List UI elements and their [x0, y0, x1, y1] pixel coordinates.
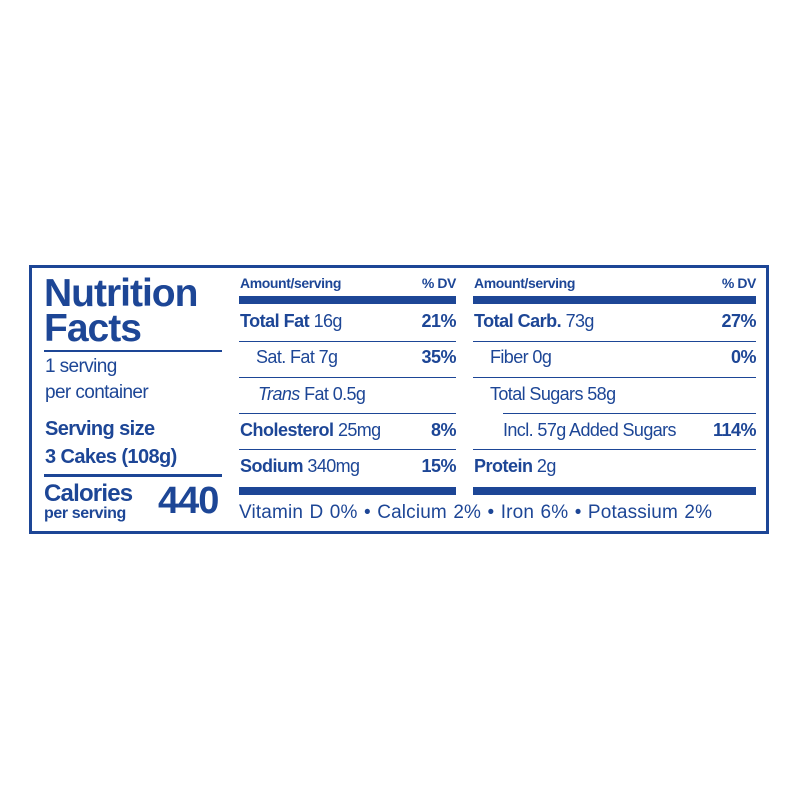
divider: [239, 341, 456, 342]
calories-label: Calories: [44, 480, 133, 507]
divider: [239, 377, 456, 378]
divider: [44, 350, 222, 352]
thick-divider: [473, 296, 756, 304]
nutrient-dv: 21%: [421, 311, 456, 331]
dv-header: % DV: [421, 275, 457, 291]
servings-per-container-2: per container: [45, 382, 149, 403]
amount-header: Amount/serving: [474, 275, 575, 291]
right-header: Amount/serving % DV: [474, 275, 756, 291]
nutrition-facts-label: [29, 265, 769, 534]
nutrient-amount: 73g: [565, 311, 595, 331]
dv-header: % DV: [721, 275, 757, 291]
nutrient-dv: 0%: [730, 347, 757, 367]
thick-divider: [473, 487, 756, 495]
nutrient-row-sat-fat: Sat. Fat 7g 35%: [256, 347, 456, 368]
nutrient-dv: 15%: [421, 456, 456, 476]
amount-header: Amount/serving: [240, 275, 341, 291]
thick-divider: [239, 296, 456, 304]
servings-per-container-1: 1 serving: [45, 356, 117, 377]
nutrient-row-cholesterol: Cholesterol 25mg 8%: [240, 420, 457, 441]
nutrient-row-total-carb: Total Carb. 73g 27%: [474, 311, 756, 332]
nutrient-label: Incl. 57g Added Sugars: [503, 420, 677, 440]
nutrient-row-total-sugars: Total Sugars 58g: [490, 384, 756, 405]
divider: [473, 341, 756, 342]
nutrient-label: Total Sugars 58g: [490, 384, 616, 404]
nutrient-label: Sodium: [240, 456, 304, 476]
nutrient-row-sodium: Sodium 340mg 15%: [240, 456, 456, 477]
title-nutrition: Nutrition: [44, 272, 198, 315]
nutrient-label: Fat 0.5g: [304, 384, 366, 404]
nutrient-label: Sat. Fat 7g: [256, 347, 338, 367]
divider: [503, 413, 756, 414]
nutrient-dv: 114%: [712, 420, 757, 440]
calories-value: 440: [158, 480, 219, 522]
serving-size-label: Serving size: [45, 418, 155, 440]
nutrient-dv: 8%: [430, 420, 457, 440]
divider: [239, 413, 456, 414]
divider: [239, 449, 456, 450]
nutrient-label: Total Carb.: [474, 311, 562, 331]
calories-per-serving: per serving: [44, 505, 126, 522]
nutrient-label: Fiber 0g: [490, 347, 552, 367]
nutrient-row-added-sugars: Incl. 57g Added Sugars 114%: [503, 420, 757, 441]
divider: [44, 474, 222, 477]
nutrient-dv: 35%: [421, 347, 456, 367]
nutrient-amount: 2g: [536, 456, 556, 476]
nutrient-row-fiber: Fiber 0g 0%: [490, 347, 757, 368]
thick-divider: [239, 487, 456, 495]
nutrient-amount: 16g: [313, 311, 343, 331]
nutrient-label-italic: Trans: [258, 384, 300, 404]
divider: [473, 377, 756, 378]
nutrient-label: Cholesterol: [240, 420, 334, 440]
title-facts: Facts: [44, 307, 142, 350]
vitamins-minerals: Vitamin D 0% • Calcium 2% • Iron 6% • Po…: [239, 502, 713, 523]
nutrient-amount: 25mg: [337, 420, 381, 440]
nutrient-row-total-fat: Total Fat 16g 21%: [240, 311, 456, 332]
nutrient-amount: 340mg: [307, 456, 360, 476]
nutrient-row-protein: Protein 2g: [474, 456, 756, 477]
middle-header: Amount/serving % DV: [240, 275, 456, 291]
nutrient-label: Protein: [474, 456, 533, 476]
nutrient-row-trans-fat: Trans Fat 0.5g: [258, 384, 456, 405]
nutrient-label: Total Fat: [240, 311, 310, 331]
divider: [473, 449, 756, 450]
serving-size-value: 3 Cakes (108g): [45, 446, 177, 468]
nutrient-dv: 27%: [721, 311, 756, 331]
